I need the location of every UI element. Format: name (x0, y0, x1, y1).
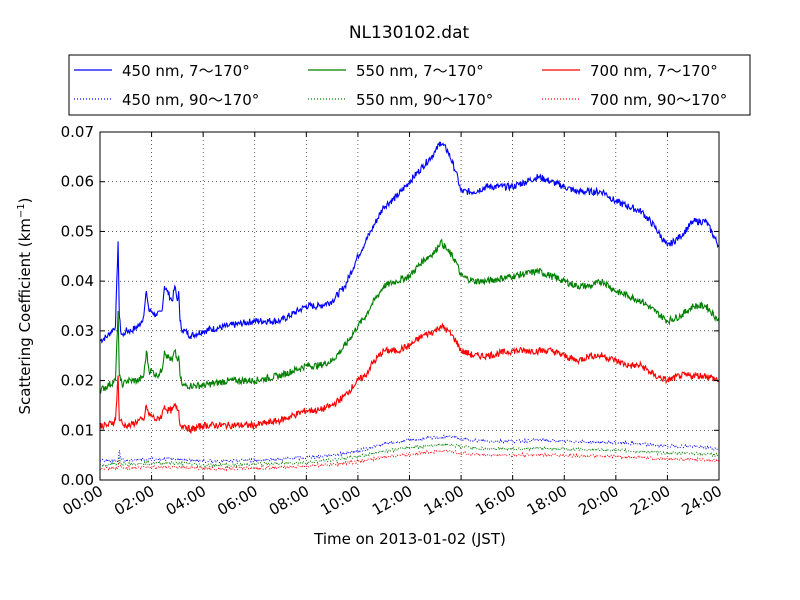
chart-legend: 450 nm, 7～170° 550 nm, 7～170° 700 nm, 7～17… (68, 54, 751, 116)
x-tick-label: 10:00 (317, 482, 363, 519)
y-tick-label: 0.06 (61, 173, 94, 191)
legend-frame (68, 54, 751, 116)
legend-label: 550 nm, 90～170° (356, 91, 493, 109)
chart-series-layer (99, 141, 720, 472)
legend-label: 450 nm, 90～170° (122, 91, 259, 109)
legend-label: 700 nm, 90～170° (590, 91, 727, 109)
y-tick-label: 0.01 (61, 421, 94, 439)
x-tick-label: 16:00 (472, 482, 518, 519)
series-line (99, 141, 720, 344)
series-line (99, 322, 720, 434)
y-tick-label: 0.02 (61, 372, 94, 390)
x-tick-label: 06:00 (214, 482, 260, 519)
y-axis-label-main: Scattering Coefficient (km (16, 218, 34, 414)
y-tick-label: 0.03 (61, 322, 94, 340)
x-tick-label: 24:00 (679, 482, 725, 519)
x-tick-label: 14:00 (421, 482, 467, 519)
series-line (99, 238, 720, 394)
x-tick-label: 02:00 (111, 482, 157, 519)
x-tick-label: 18:00 (524, 482, 570, 519)
series-line (99, 449, 720, 472)
x-tick-label: 22:00 (627, 482, 673, 519)
y-tick-label: 0.04 (61, 272, 94, 290)
x-tick-label: 20:00 (575, 482, 621, 519)
x-tick-label: 04:00 (163, 482, 209, 519)
y-tick-label: 0.00 (61, 471, 94, 489)
y-tick-label: 0.07 (61, 123, 94, 141)
legend-label: 450 nm, 7～170° (122, 62, 250, 80)
x-axis-label: Time on 2013-01-02 (JST) (313, 530, 506, 548)
x-tick-label: 12:00 (369, 482, 415, 519)
y-tick-label: 0.05 (61, 222, 94, 240)
series-line (99, 441, 720, 469)
y-axis-label-end: ) (16, 197, 34, 203)
y-axis-label-superscript: −1 (16, 203, 27, 218)
chart-title: NL130102.dat (349, 23, 470, 43)
legend-label: 700 nm, 7～170° (590, 62, 718, 80)
series-line (99, 434, 720, 464)
y-axis-ticks: 0.00 0.01 0.02 0.03 0.04 0.05 0.06 0.07 (61, 123, 719, 489)
y-axis-label: Scattering Coefficient (km−1) (16, 197, 34, 414)
x-tick-label: 08:00 (266, 482, 312, 519)
legend-label: 550 nm, 7～170° (356, 62, 484, 80)
